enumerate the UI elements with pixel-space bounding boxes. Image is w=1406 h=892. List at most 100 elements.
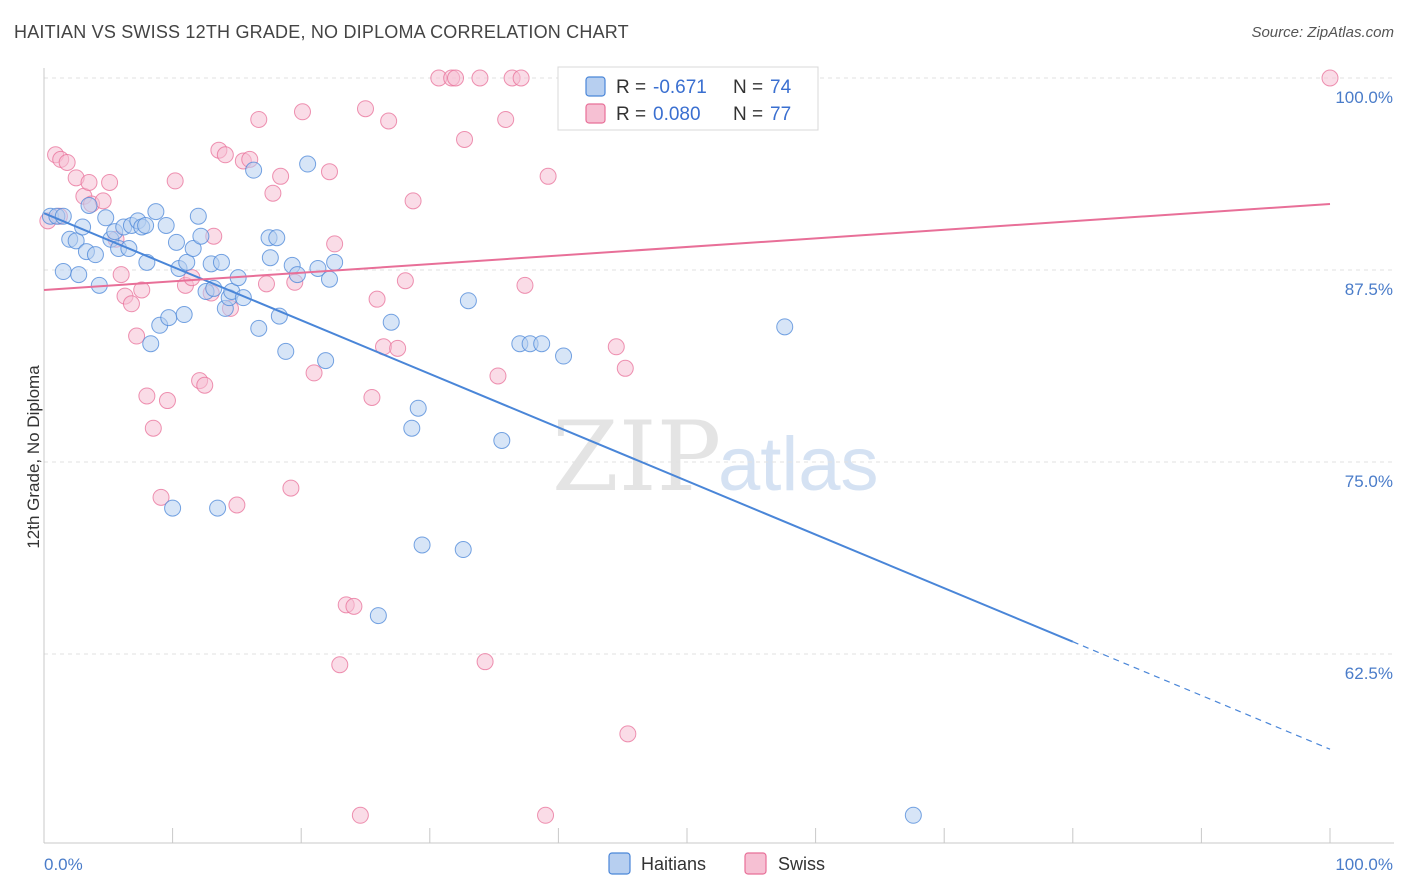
haitians-point [178,253,196,271]
swiss-point [351,806,369,824]
bottom-legend-label-haitians: Haitians [641,854,706,874]
swiss-point [166,172,184,190]
haitians-point [454,541,472,559]
bottom-legend: Haitians Swiss [608,852,825,875]
swiss-point [101,173,119,191]
swiss-point [305,364,323,382]
swiss-point [152,488,170,506]
haitians-point [142,335,160,353]
x-tick-label-min: 0.0% [44,855,83,874]
haitians-point [157,216,175,234]
bottom-legend-swatch-swiss [744,852,767,875]
haitians-point [413,536,431,554]
haitians-point [317,352,335,370]
haitians-point [167,233,185,251]
haitians-point [493,431,511,449]
haitians-point [277,342,295,360]
haitians-point [459,292,477,310]
haitians-point [147,203,165,221]
trend-lines [43,202,1331,750]
haitians-point [97,209,115,227]
haitians-point [369,607,387,625]
haitians-point [533,335,551,353]
swiss-point [489,367,507,385]
swiss-point [138,387,156,405]
swiss-point [476,653,494,671]
legend-n-label-haitians: N = [733,77,763,98]
swiss-point [133,281,151,299]
watermark-atlas: atlas [718,422,879,507]
haitians-point [160,309,178,327]
legend-swatch-haitians [585,76,606,97]
legend: R = -0.671 N = 74 R = 0.080 N = 77 [557,66,819,131]
bottom-legend-label-swiss: Swiss [778,854,825,874]
swiss-trend-line [43,202,1331,291]
swiss-point [58,153,76,171]
swiss-point [320,163,338,181]
legend-r-label-haitians: R = [616,77,646,98]
swiss-point [94,192,112,210]
swiss-point [144,419,162,437]
swiss-point [331,656,349,674]
y-tick-label: 62.5% [1345,664,1393,683]
y-tick-label: 100.0% [1335,88,1393,107]
haitians-points [41,155,922,824]
legend-r-value-swiss: 0.080 [653,104,701,125]
haitians-point [86,246,104,264]
haitians-point [212,253,230,271]
swiss-point [619,725,637,743]
swiss-point [80,173,98,191]
bottom-legend-swatch-haitians [608,852,631,875]
swiss-point [326,235,344,253]
y-tick-labels: 62.5% 75.0% 87.5% 100.0% [1335,88,1393,683]
swiss-point [264,184,282,202]
chart-title: HAITIAN VS SWISS 12TH GRADE, NO DIPLOMA … [14,22,629,42]
swiss-point [257,275,275,293]
haitians-point [268,229,286,247]
legend-n-value-swiss: 77 [770,104,791,125]
swiss-point [512,69,530,87]
swiss-point [282,479,300,497]
haitians-point [904,806,922,824]
legend-n-value-haitians: 74 [770,77,792,98]
swiss-point [216,146,234,164]
swiss-point [112,266,130,284]
haitians-point [189,207,207,225]
source-credit: Source: ZipAtlas.com [1251,24,1394,41]
haitians-point [288,266,306,284]
haitians-point [67,232,85,250]
swiss-point [272,167,290,185]
swiss-point [497,110,515,128]
legend-r-label-swiss: R = [616,104,646,125]
y-tick-label: 75.0% [1345,472,1393,491]
swiss-point [196,376,214,394]
haitians-point [409,399,427,417]
swiss-point [368,290,386,308]
haitians-point [70,266,88,284]
haitians-point [555,347,573,365]
swiss-points [39,69,1339,824]
haitians-point [320,270,338,288]
haitians-point [326,253,344,271]
swiss-point [471,69,489,87]
swiss-point [396,272,414,290]
legend-r-value-haitians: -0.671 [653,77,707,98]
haitians-point [261,249,279,267]
legend-swatch-swiss [585,103,606,124]
haitians-point [299,155,317,173]
swiss-point [158,392,176,410]
swiss-point [1321,69,1339,87]
swiss-point [616,359,634,377]
haitians-point [209,499,227,517]
swiss-point [447,69,465,87]
x-tick-label-max: 100.0% [1335,855,1393,874]
haitians-point [164,499,182,517]
legend-n-label-swiss: N = [733,104,763,125]
haitians-point [54,263,72,281]
y-axis-label: 12th Grade, No Diploma [24,365,43,549]
haitians-point [776,318,794,336]
swiss-point [357,100,374,118]
haitians-point [137,216,155,234]
x-ticks [172,828,1331,843]
